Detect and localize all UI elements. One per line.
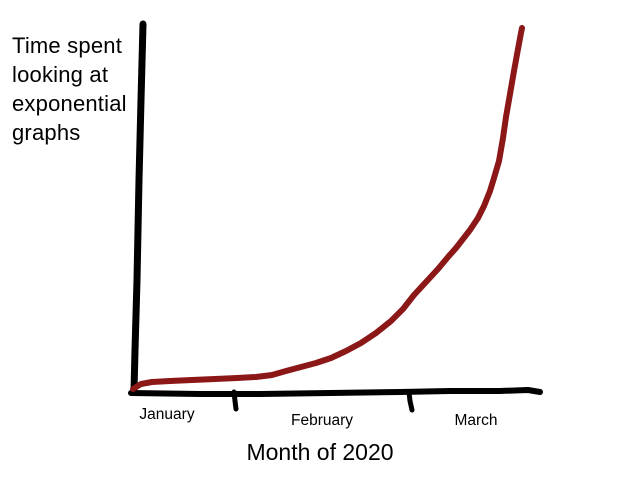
x-tick-label-march: March	[454, 412, 498, 429]
x-axis-line	[128, 387, 543, 397]
y-axis-label-line: looking at	[12, 62, 109, 87]
x-tick-label-january: January	[139, 406, 195, 423]
y-axis-label-line: graphs	[12, 120, 81, 145]
exponential-curve	[130, 25, 525, 392]
x-axis-tick-march	[406, 389, 415, 413]
y-axis-line	[130, 20, 147, 395]
x-axis-title: Month of 2020	[246, 439, 394, 465]
y-axis-label-line: Time spent	[12, 33, 123, 58]
x-axis-tick-february	[231, 389, 239, 412]
y-axis-label-line: exponential	[12, 91, 127, 116]
y-axis-label: Time spent looking at exponential graphs	[12, 31, 127, 147]
x-tick-label-february: February	[290, 412, 354, 429]
